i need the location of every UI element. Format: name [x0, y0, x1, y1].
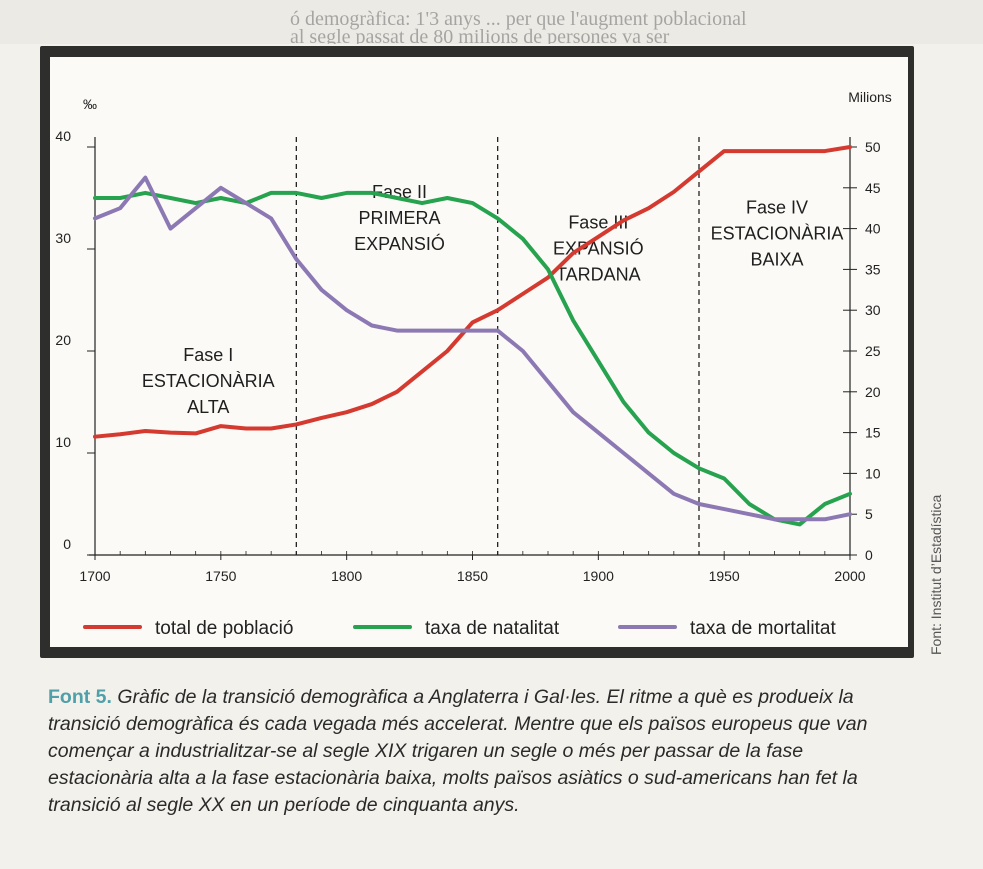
right-tick-label: 10 — [865, 465, 881, 481]
left-axis-label: ‰ — [83, 96, 97, 112]
source-credit: Font: Institut d’Estadística — [928, 494, 944, 655]
series-line — [93, 145, 852, 439]
right-tick-label: 0 — [865, 547, 873, 563]
phase-label: Fase I — [183, 345, 233, 365]
legend-label: taxa de mortalitat — [690, 618, 836, 639]
right-tick-label: 35 — [865, 261, 881, 277]
right-tick-label: 15 — [865, 425, 881, 441]
left-tick-label: 30 — [55, 230, 71, 246]
series-line — [93, 190, 852, 527]
x-tick-label: 1850 — [457, 568, 488, 584]
x-tick-label: 1700 — [79, 568, 110, 584]
right-tick-label: 25 — [865, 343, 881, 359]
x-tick-label: 1900 — [583, 568, 614, 584]
phase-label: ALTA — [187, 397, 229, 417]
right-tick-label: 5 — [865, 506, 873, 522]
phase-label: ESTACIONÀRIA — [711, 223, 844, 243]
bleed-text-1: ó demogràfica: 1'3 anys ... per que l'au… — [290, 8, 747, 30]
phase-label: PRIMERA — [359, 208, 441, 228]
phase-label: EXPANSIÓ — [354, 233, 445, 254]
legend-label: taxa de natalitat — [425, 618, 560, 639]
caption-text: Gràfic de la transició demogràfica a Ang… — [48, 686, 868, 816]
right-axis-label: Milions — [848, 89, 892, 105]
phase-label: Fase IV — [746, 197, 808, 217]
phase-label: ESTACIONÀRIA — [142, 371, 275, 391]
x-tick-label: 1750 — [205, 568, 236, 584]
left-tick-label: 0 — [63, 536, 71, 552]
x-tick-label: 1950 — [709, 568, 740, 584]
series-line — [93, 175, 852, 522]
caption-label: Font 5. — [48, 686, 112, 708]
demographic-transition-chart: 0 10 20 30 40 0 5 10 15 20 25 30 35 40 45 50 1700 1750 180… — [50, 57, 908, 647]
legend-label: total de població — [155, 618, 293, 639]
page-header-bleed: ó demogràfica: 1'3 anys ... per que l'au… — [0, 0, 983, 44]
right-tick-label: 45 — [865, 180, 881, 196]
bleed-text-2: al segle passat de 80 milions de persone… — [290, 26, 670, 44]
figure-caption: Font 5. Gràfic de la transició demogràfi… — [48, 684, 908, 819]
phase-label: EXPANSIÓ — [553, 238, 644, 259]
chart-background — [50, 57, 908, 647]
left-tick-label: 10 — [55, 434, 71, 450]
x-tick-label: 1800 — [331, 568, 362, 584]
right-tick-label: 50 — [865, 139, 881, 155]
right-tick-label: 40 — [865, 221, 881, 237]
left-tick-label: 20 — [55, 332, 71, 348]
phase-label: BAIXA — [751, 249, 804, 269]
right-tick-label: 20 — [865, 384, 881, 400]
right-tick-label: 30 — [865, 302, 881, 318]
phase-label: TARDANA — [556, 265, 641, 285]
left-tick-label: 40 — [55, 128, 71, 144]
x-tick-label: 2000 — [834, 568, 865, 584]
